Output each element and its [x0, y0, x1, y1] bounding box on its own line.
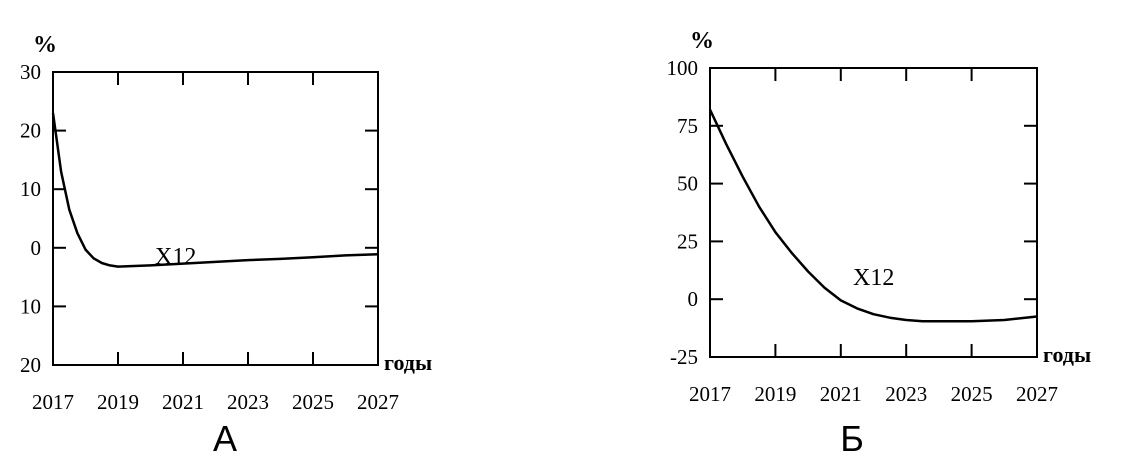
x-tick-label: 2017 — [32, 390, 74, 414]
series-label: X12 — [853, 265, 894, 291]
chart-b: 2017 2019 2021 2023 2025 2027 100 75 50 25 0 -25% го… — [580, 0, 1125, 475]
y-unit-label: % — [690, 28, 714, 54]
y-tick-label: 50 — [677, 172, 698, 196]
y-tick-label: 10 — [20, 294, 41, 318]
plot-frame — [709, 67, 1038, 358]
y-unit-label: % — [33, 32, 57, 58]
series-line-x12 — [708, 109, 1038, 323]
x-tick-label: 2025 — [292, 390, 334, 414]
chart-a: 2017 2019 2021 2023 2025 2027 30 20 10 0 10 20% годы… — [0, 0, 520, 475]
x-tick-label: 2025 — [951, 382, 993, 406]
x-tick-label: 2017 — [689, 382, 731, 406]
y-tick-label: 20 — [20, 353, 41, 377]
y-tick-label: 10 — [20, 177, 41, 201]
x-axis-title: годы — [1043, 342, 1091, 367]
chart-b-svg: 2017 2019 2021 2023 2025 2027 100 75 50 25 0 -25% го… — [667, 28, 1092, 406]
y-tick-label: 0 — [31, 236, 42, 260]
y-tick-label: 0 — [688, 287, 699, 311]
x-tick-label: 2023 — [885, 382, 927, 406]
x-tick-label: 2021 — [162, 390, 204, 414]
x-tick-label: 2027 — [1016, 382, 1058, 406]
y-tick-label: 100 — [667, 56, 699, 80]
y-tick-label: -25 — [670, 345, 698, 369]
series-line-x12 — [51, 112, 379, 268]
x-axis-title: годы — [384, 350, 432, 375]
chart-b-caption: Б — [840, 418, 864, 459]
chart-a-caption: А — [212, 418, 237, 459]
x-tick-label: 2027 — [357, 390, 399, 414]
x-tick-label: 2023 — [227, 390, 269, 414]
x-tick-label: 2019 — [754, 382, 796, 406]
x-tick-label: 2019 — [97, 390, 139, 414]
y-tick-label: 20 — [20, 119, 41, 143]
x-tick-label: 2021 — [820, 382, 862, 406]
plot-frame — [52, 71, 379, 366]
y-tick-label: 75 — [677, 114, 698, 138]
y-tick-label: 25 — [677, 229, 698, 253]
chart-a-svg: 2017 2019 2021 2023 2025 2027 30 20 10 0 10 20% годы… — [20, 32, 432, 414]
y-tick-label: 30 — [20, 60, 41, 84]
series-label: X12 — [155, 244, 196, 270]
